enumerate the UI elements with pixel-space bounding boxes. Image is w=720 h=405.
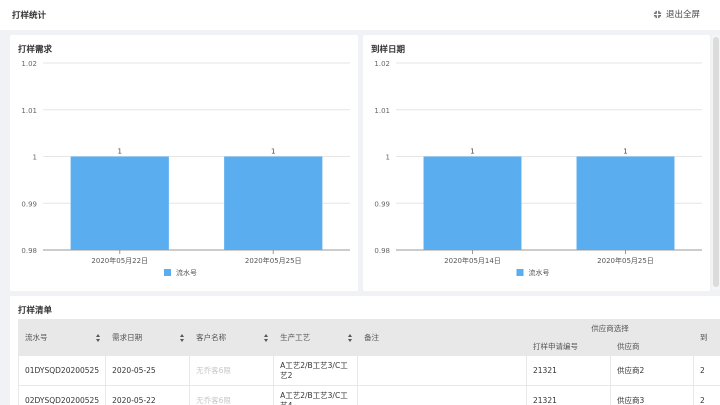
cell-date: 2020-05-22: [105, 385, 191, 405]
cell-customer: 无乔客6限: [189, 385, 275, 405]
sort-icon[interactable]: [348, 333, 353, 342]
data-label: 1: [623, 148, 627, 156]
x-tick-label: 2020年05月25日: [597, 256, 654, 265]
arrival-chart: 1.02 1.01 1 0.99 0.98 1 2020年05月14日 1 2020年05月25…: [374, 60, 702, 277]
y-tick-label: 1: [33, 154, 37, 162]
y-tick-label: 1: [386, 154, 390, 162]
top-bar: 打样统计 退出全屏: [0, 0, 720, 30]
cell-serial: 02DYSQD20200525: [17, 385, 107, 405]
bar: [224, 156, 323, 250]
table-row[interactable]: 01DYSQD20200525 2020-05-25 无乔客6限 A工艺2/B工…: [17, 355, 720, 386]
cell-serial: 01DYSQD20200525: [17, 355, 107, 386]
cell-date: 2020-05-25: [105, 355, 191, 386]
demand-chart: 1.02 1.01 1 0.99 0.98 1 2020年05月22日 1 2020年05月25…: [21, 60, 350, 277]
cell-extra: 2: [692, 355, 720, 386]
cell-customer: 无乔客6限: [189, 355, 275, 386]
y-tick-label: 0.98: [21, 247, 37, 255]
sort-icon[interactable]: [96, 333, 101, 342]
sample-list-title: 打样清单: [18, 306, 53, 316]
x-tick-label: 2020年05月14日: [444, 256, 501, 265]
exit-fullscreen-label: 退出全屏: [665, 10, 700, 20]
y-tick-label: 0.99: [21, 200, 37, 208]
table-row[interactable]: 02DYSQD20200525 2020-05-22 无乔客6限 A工艺2/B工…: [17, 385, 720, 405]
cell-process: A工艺2/B工艺3/C工艺4: [273, 385, 359, 405]
data-label: 1: [470, 148, 474, 156]
y-tick-label: 1.01: [21, 107, 37, 115]
col-apply-no: 打样申请编号: [526, 337, 611, 356]
page-scrollbar[interactable]: [712, 35, 720, 290]
col-customer[interactable]: 客户名称: [189, 319, 275, 356]
cell-process: A工艺2/B工艺3/C工艺2: [273, 355, 359, 386]
sample-list-table: 流水号 需求日期 客户名称 生产工艺 备注 供应商选择 到 打样申请编号 供应商…: [17, 319, 720, 405]
page-title: 打样统计: [12, 11, 47, 21]
x-tick-label: 2020年05月22日: [91, 256, 148, 265]
demand-chart-title: 打样需求: [18, 45, 53, 55]
y-tick-label: 0.98: [374, 247, 390, 255]
y-tick-label: 1.02: [374, 60, 390, 68]
legend-swatch: [516, 269, 524, 276]
col-group-supplier-select: 供应商选择: [526, 319, 694, 338]
col-extra: 到: [692, 319, 720, 356]
cell-supplier: 供应商3: [609, 385, 694, 405]
y-tick-label: 1.01: [374, 107, 390, 115]
x-tick-label: 2020年05月25日: [245, 256, 302, 265]
demand-chart-panel: 1.02 1.01 1 0.99 0.98 1 2020年05月22日 1 2020年05月25…: [10, 35, 358, 291]
col-serial[interactable]: 流水号: [17, 319, 107, 356]
scrollbar-thumb[interactable]: [713, 37, 719, 287]
cell-remark: [357, 355, 527, 386]
data-label: 1: [271, 148, 275, 156]
cell-extra: 2: [692, 385, 720, 405]
sort-icon[interactable]: [264, 333, 269, 342]
cell-apply-no: 21321: [526, 355, 611, 386]
col-remark: 备注: [357, 319, 527, 356]
col-process[interactable]: 生产工艺: [273, 319, 359, 356]
cell-remark: [357, 385, 527, 405]
arrival-chart-panel: 1.02 1.01 1 0.99 0.98 1 2020年05月14日 1 2020年05月25…: [363, 35, 710, 291]
exit-fullscreen-icon: [653, 10, 662, 18]
bar: [576, 156, 675, 250]
col-date[interactable]: 需求日期: [105, 319, 191, 356]
col-supplier: 供应商: [609, 337, 694, 356]
y-tick-label: 0.99: [374, 200, 390, 208]
arrival-chart-title: 到样日期: [371, 45, 406, 55]
y-tick-label: 1.02: [21, 60, 37, 68]
legend-label: 流水号: [176, 268, 197, 277]
data-label: 1: [118, 148, 122, 156]
bar: [423, 156, 522, 250]
sort-icon[interactable]: [180, 333, 185, 342]
cell-apply-no: 21321: [526, 385, 611, 405]
sample-list-panel: 打样清单 流水号 需求日期 客户名称 生产工艺 备注 供应商选择 到 打样申请编…: [10, 296, 720, 405]
cell-supplier: 供应商2: [609, 355, 694, 386]
bar: [70, 156, 169, 250]
exit-fullscreen-button[interactable]: 退出全屏: [653, 8, 700, 20]
legend-swatch: [164, 269, 171, 276]
legend-label: 流水号: [529, 268, 550, 277]
